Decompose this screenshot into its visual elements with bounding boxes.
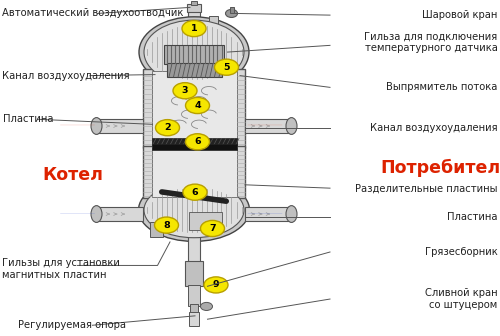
Ellipse shape bbox=[286, 118, 297, 134]
Text: Гильзы для установки
магнитных пластин: Гильзы для установки магнитных пластин bbox=[2, 258, 120, 280]
Bar bbox=[143, 146, 245, 198]
Ellipse shape bbox=[138, 179, 250, 241]
Bar bbox=[152, 148, 236, 197]
Bar bbox=[245, 207, 292, 221]
Circle shape bbox=[204, 277, 228, 293]
Text: Выпрямитель потока: Выпрямитель потока bbox=[386, 82, 498, 92]
Text: 6: 6 bbox=[192, 188, 198, 197]
Text: Грязесборник: Грязесборник bbox=[425, 247, 498, 257]
Circle shape bbox=[183, 184, 207, 200]
Circle shape bbox=[156, 120, 180, 136]
Circle shape bbox=[200, 302, 212, 310]
Text: Регулируемая опора: Регулируемая опора bbox=[18, 320, 126, 330]
Text: Разделительные пластины: Разделительные пластины bbox=[355, 183, 498, 193]
Text: Котел: Котел bbox=[42, 166, 103, 184]
Bar bbox=[152, 138, 236, 145]
Ellipse shape bbox=[91, 206, 102, 222]
Circle shape bbox=[173, 83, 197, 99]
Bar bbox=[191, 1, 197, 5]
Bar bbox=[245, 119, 292, 133]
Bar bbox=[209, 16, 218, 24]
Circle shape bbox=[182, 20, 206, 37]
Bar bbox=[166, 63, 222, 77]
Bar bbox=[230, 7, 234, 13]
FancyArrowPatch shape bbox=[162, 192, 226, 201]
Text: Гильза для подключения
температурного датчика: Гильза для подключения температурного да… bbox=[364, 31, 498, 53]
Circle shape bbox=[186, 134, 210, 150]
Bar bbox=[152, 71, 236, 146]
Ellipse shape bbox=[144, 182, 244, 238]
Text: 1: 1 bbox=[190, 24, 198, 33]
Text: 9: 9 bbox=[212, 281, 220, 289]
Text: 7: 7 bbox=[209, 224, 216, 233]
Ellipse shape bbox=[91, 118, 102, 134]
Text: Пластина: Пластина bbox=[2, 114, 53, 124]
Text: 6: 6 bbox=[194, 137, 201, 146]
Bar bbox=[188, 7, 200, 20]
Text: Шаровой кран: Шаровой кран bbox=[422, 10, 498, 20]
Text: 3: 3 bbox=[182, 86, 188, 95]
Text: Потребитель: Потребитель bbox=[380, 159, 500, 177]
Circle shape bbox=[186, 97, 210, 114]
Text: 8: 8 bbox=[163, 221, 170, 229]
Text: Канал воздухоудаления: Канал воздухоудаления bbox=[2, 71, 130, 81]
Ellipse shape bbox=[139, 17, 249, 87]
Bar bbox=[189, 312, 199, 326]
Bar bbox=[152, 144, 236, 150]
Bar bbox=[189, 212, 222, 230]
Circle shape bbox=[226, 9, 237, 17]
Bar bbox=[96, 207, 143, 221]
Bar bbox=[187, 4, 201, 12]
Ellipse shape bbox=[144, 20, 244, 84]
Text: Автоматический воздухоотводчик: Автоматический воздухоотводчик bbox=[2, 8, 184, 18]
Bar bbox=[188, 285, 200, 306]
Bar bbox=[188, 212, 200, 262]
Circle shape bbox=[154, 217, 178, 233]
Text: 4: 4 bbox=[194, 101, 201, 110]
Text: 2: 2 bbox=[164, 123, 171, 132]
Bar bbox=[150, 222, 162, 237]
Text: Сливной кран
со штуцером: Сливной кран со штуцером bbox=[425, 288, 498, 310]
Bar bbox=[164, 45, 224, 64]
Circle shape bbox=[214, 59, 238, 75]
Text: Пластина: Пластина bbox=[447, 212, 498, 222]
Circle shape bbox=[200, 220, 224, 237]
Bar bbox=[190, 304, 198, 312]
Bar bbox=[185, 261, 203, 286]
Text: 5: 5 bbox=[223, 63, 230, 72]
Bar bbox=[143, 69, 245, 148]
Ellipse shape bbox=[286, 206, 297, 222]
Text: Канал воздухоудаления: Канал воздухоудаления bbox=[370, 123, 498, 133]
Bar bbox=[96, 119, 143, 133]
